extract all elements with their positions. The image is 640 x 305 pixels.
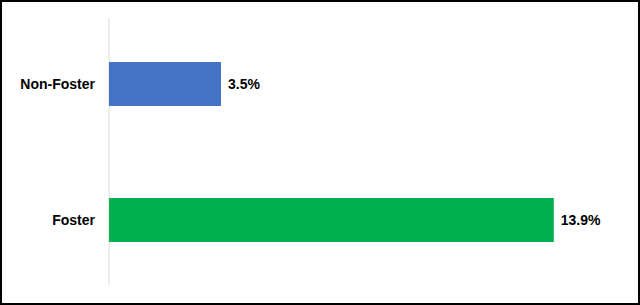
bar	[109, 62, 221, 106]
category-label: Non-Foster	[20, 76, 95, 92]
bars	[109, 62, 554, 242]
chart-svg: Non-Foster 3.5% Foster 13.9%	[0, 0, 640, 305]
category-axis-line	[109, 18, 110, 285]
category-label: Foster	[52, 212, 95, 228]
data-label: 13.9%	[561, 212, 601, 228]
bar	[109, 198, 554, 242]
data-label: 3.5%	[228, 76, 260, 92]
chart-container: Non-Foster 3.5% Foster 13.9%	[0, 0, 640, 305]
frame	[1, 1, 639, 304]
